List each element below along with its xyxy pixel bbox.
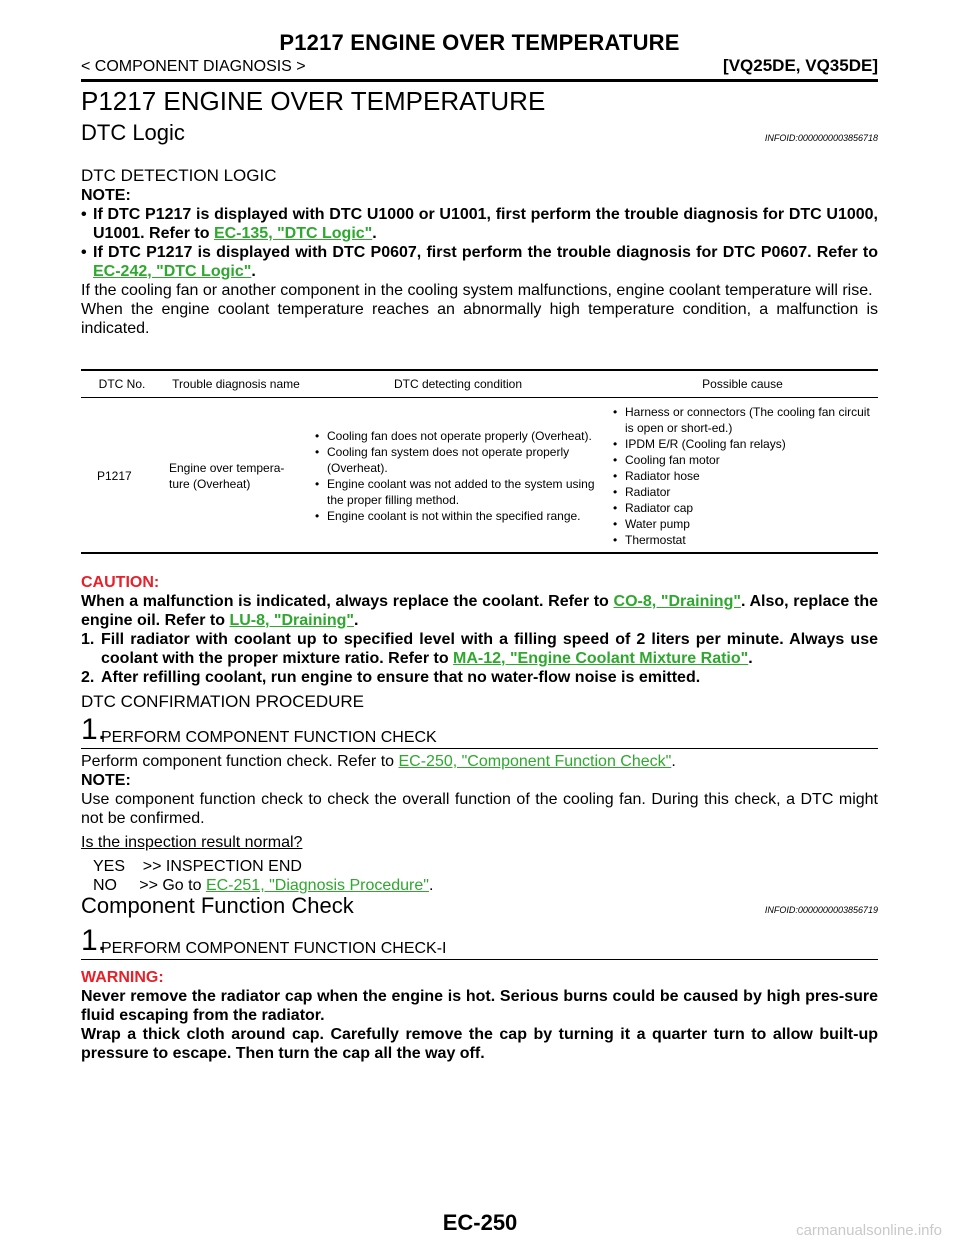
confirmation-text: Perform component function check. Refer … [81, 752, 878, 771]
cause-item: Radiator hose [613, 468, 872, 484]
cause-item: Water pump [613, 516, 872, 532]
cause-item: Thermostat [613, 532, 872, 548]
period: . [428, 877, 434, 894]
bullet: • [81, 244, 87, 261]
period: . [671, 753, 676, 770]
no-result: NO >> Go to EC-251, "Diagnosis Procedure… [81, 876, 878, 895]
note-item-2: • If DTC P1217 is displayed with DTC P060… [81, 243, 878, 281]
col-diagnosis-name: Trouble diagnosis name [163, 369, 309, 398]
period: . [353, 612, 359, 629]
note-label: NOTE: [81, 187, 131, 204]
caution-item-2-text: After refilling coolant, run engine to e… [101, 669, 701, 686]
link-ec-251[interactable]: EC-251, "Diagnosis Procedure" [205, 877, 429, 894]
header-title: P1217 ENGINE OVER TEMPERATURE [279, 30, 680, 55]
inspection-question: Is the inspection result normal? [81, 834, 303, 851]
caution-item-1: 1. Fill radiator with coolant up to speci… [81, 630, 878, 668]
step-number: 1. [81, 713, 107, 746]
cause-item: Cooling fan motor [613, 452, 872, 468]
period: . [372, 225, 377, 242]
warning-label: WARNING: [81, 969, 164, 986]
step-title: PERFORM COMPONENT FUNCTION CHECK-I [101, 940, 447, 957]
confirmation-note-text: Use component function check to check th… [81, 791, 878, 827]
detecting-condition-cell: Cooling fan does not operate properly (O… [309, 397, 607, 554]
condition-item: Engine coolant is not within the specifi… [315, 508, 601, 524]
caution-text-1: When a malfunction is indicated, always … [81, 593, 614, 610]
item-number: 2. [81, 669, 95, 686]
step-title: PERFORM COMPONENT FUNCTION CHECK [101, 729, 437, 746]
condition-item: Engine coolant was not added to the syst… [315, 476, 601, 508]
caution-label: CAUTION: [81, 574, 160, 591]
step-number: 1. [81, 924, 107, 957]
cause-item: IPDM E/R (Cooling fan relays) [613, 436, 872, 452]
warning-text-1: Never remove the radiator cap when the e… [81, 988, 878, 1024]
dtc-table: DTC No. Trouble diagnosis name DTC detec… [81, 369, 878, 554]
description-paragraph-2: When the engine coolant temperature reac… [81, 301, 878, 337]
link-ec-135[interactable]: EC-135, "DTC Logic" [213, 225, 373, 242]
component-check-step-1: 1. PERFORM COMPONENT FUNCTION CHECK-I [81, 924, 878, 960]
header-rule [81, 79, 878, 82]
no-result-text: NO >> Go to [93, 877, 206, 894]
link-lu-8[interactable]: LU-8, "Draining" [229, 612, 354, 629]
page-number: EC-250 [442, 1210, 518, 1235]
possible-cause-cell: Harness or connectors (The cooling fan c… [607, 397, 878, 554]
cause-item: Harness or connectors (The cooling fan c… [613, 404, 872, 436]
caution-block: CAUTION: When a malfunction is indicated… [81, 573, 878, 687]
col-dtc-no: DTC No. [81, 369, 163, 398]
diagnosis-name-cell: Engine over tempera- ture (Overheat) [163, 397, 309, 554]
page-title: P1217 ENGINE OVER TEMPERATURE [81, 86, 546, 116]
note-item-1: • If DTC P1217 is displayed with DTC U100… [81, 205, 878, 243]
warning-block: WARNING: Never remove the radiator cap w… [81, 968, 878, 1063]
item-number: 1. [81, 631, 95, 648]
component-check-heading: Component Function Check [81, 893, 354, 918]
condition-item: Cooling fan system does not operate prop… [315, 444, 601, 476]
dtc-logic-infoid: INFOID:0000000003856718 [764, 133, 878, 143]
confirmation-note-label: NOTE: [81, 772, 131, 789]
confirmation-heading: DTC CONFIRMATION PROCEDURE [81, 692, 365, 711]
condition-item: Cooling fan does not operate properly (O… [315, 428, 601, 444]
bullet: • [81, 206, 87, 223]
period: . [748, 650, 753, 667]
col-possible-cause: Possible cause [607, 369, 878, 398]
dtc-no-cell: P1217 [81, 397, 163, 554]
link-ec-242[interactable]: EC-242, "DTC Logic" [93, 263, 252, 280]
description-paragraph-1: If the cooling fan or another component … [81, 282, 873, 299]
detection-notes: NOTE: • If DTC P1217 is displayed with DT… [81, 186, 878, 338]
confirmation-refer-text: Perform component function check. Refer … [81, 753, 399, 770]
table-row: P1217 Engine over tempera- ture (Overhea… [81, 397, 878, 554]
detection-logic-heading: DTC DETECTION LOGIC [81, 166, 277, 185]
warning-text-2: Wrap a thick cloth around cap. Carefully… [81, 1026, 878, 1062]
link-co-8[interactable]: CO-8, "Draining" [613, 593, 741, 610]
caution-text-2: . Also, replace the engine oil. Refer to [81, 593, 878, 629]
dtc-logic-heading: DTC Logic [81, 120, 185, 145]
watermark: carmanualsonline.info [796, 1222, 942, 1239]
yes-result: YES >> INSPECTION END [93, 858, 302, 875]
engine-models: [VQ25DE, VQ35DE] [723, 56, 878, 75]
caution-item-1-text: Fill radiator with coolant up to specifi… [101, 631, 878, 667]
link-ec-250[interactable]: EC-250, "Component Function Check" [398, 753, 672, 770]
note-2-text: If DTC P1217 is displayed with DTC P0607… [93, 244, 878, 261]
diagnosis-name-line-2: ture (Overheat) [169, 477, 251, 491]
cause-item: Radiator [613, 484, 872, 500]
cause-item: Radiator cap [613, 500, 872, 516]
col-detecting-condition: DTC detecting condition [309, 369, 607, 398]
breadcrumb: < COMPONENT DIAGNOSIS > [81, 58, 306, 75]
caution-text: When a malfunction is indicated, always … [81, 592, 878, 630]
link-ma-12[interactable]: MA-12, "Engine Coolant Mixture Ratio" [453, 650, 749, 667]
note-1-text: If DTC P1217 is displayed with DTC U1000… [93, 206, 878, 242]
component-check-infoid: INFOID:0000000003856719 [764, 905, 878, 915]
confirmation-body: Perform component function check. Refer … [81, 752, 878, 895]
caution-item-2: 2. After refilling coolant, run engine to… [81, 668, 878, 687]
diagnosis-name-line-1: Engine over tempera- [169, 461, 285, 475]
confirmation-step-1: 1. PERFORM COMPONENT FUNCTION CHECK [81, 713, 878, 749]
table-header-row: DTC No. Trouble diagnosis name DTC detec… [81, 369, 878, 398]
period: . [251, 263, 256, 280]
